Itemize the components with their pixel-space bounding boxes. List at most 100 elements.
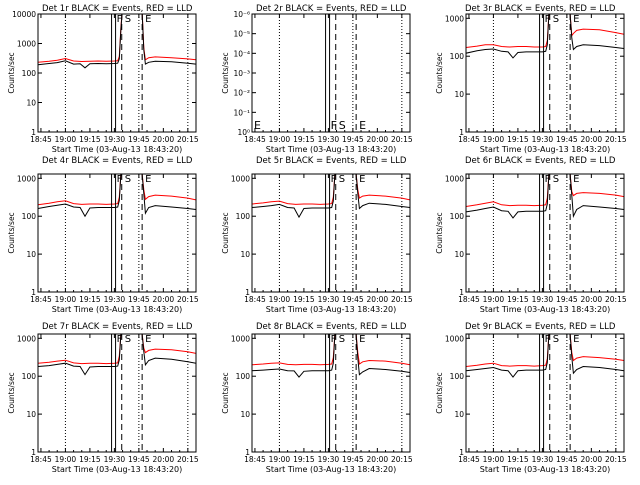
y-tick-label: 1 (459, 288, 464, 297)
x-tick-label: 18:45 (458, 455, 480, 464)
x-tick-label: 19:15 (79, 455, 101, 464)
x-tick-label: 18:45 (244, 295, 266, 304)
y-tick-label: 10 (454, 90, 464, 99)
x-tick-label: 19:15 (79, 295, 101, 304)
y-tick-label: 100 (236, 212, 251, 221)
y-tick-label: 1000 (17, 174, 36, 183)
x-tick-label: 20:15 (177, 135, 199, 144)
x-tick-label: 20:15 (605, 455, 627, 464)
y-tick-label: 1 (245, 448, 250, 457)
y-tick-label: 10⁻³ (233, 69, 250, 78)
x-tick-label: 19:30 (532, 295, 554, 304)
x-tick-label: 19:00 (55, 455, 77, 464)
events-series-line (252, 334, 410, 378)
y-tick-label: 10 (454, 410, 464, 419)
x-axis-label: Start Time (03-Aug-13 18:43:20) (480, 305, 611, 314)
marker-label: S (339, 174, 345, 185)
chart-panel-6: Det 6r BLACK = Events, RED = LLD F S E 18:45… (435, 156, 627, 314)
marker-label: E (145, 334, 151, 345)
y-tick-label: 1 (245, 288, 250, 297)
x-tick-label: 19:15 (507, 135, 529, 144)
x-tick-label: 19:45 (128, 295, 150, 304)
x-tick-label: 20:00 (367, 455, 389, 464)
y-axis-label: Counts/sec (221, 52, 230, 93)
y-axis-label: Counts/sec (435, 212, 444, 253)
x-tick-label: 19:15 (293, 295, 315, 304)
x-tick-label: 19:45 (556, 135, 578, 144)
panel-title: Det 5r BLACK = Events, RED = LLD (256, 156, 407, 166)
marker-label: F (117, 174, 123, 185)
x-tick-label: 19:45 (556, 295, 578, 304)
axes-frame (465, 13, 625, 133)
axes-frame (465, 173, 625, 293)
x-tick-label: 20:15 (177, 455, 199, 464)
y-tick-label: 1 (459, 128, 464, 137)
marker-label: E (573, 14, 579, 25)
x-tick-label: 19:30 (104, 135, 126, 144)
y-tick-label: 1000 (445, 334, 464, 343)
x-tick-label: 18:45 (458, 295, 480, 304)
x-tick-label: 19:15 (293, 135, 315, 144)
marker-label: S (339, 334, 345, 345)
x-tick-label: 19:00 (55, 135, 77, 144)
chart-panel-7: Det 7r BLACK = Events, RED = LLD F S E 18:45… (7, 322, 199, 474)
y-tick-label: 100 (236, 372, 251, 381)
panel-title: Det 6r BLACK = Events, RED = LLD (465, 156, 616, 166)
x-tick-label: 19:00 (483, 135, 505, 144)
x-tick-label: 19:45 (128, 455, 150, 464)
x-tick-label: 19:00 (269, 135, 291, 144)
panel-title: Det 9r BLACK = Events, RED = LLD (465, 322, 616, 332)
x-tick-label: 20:00 (581, 295, 603, 304)
y-tick-label: 1000 (231, 174, 250, 183)
x-tick-label: 20:00 (367, 295, 389, 304)
events-series-line (466, 174, 624, 219)
x-tick-label: 19:15 (293, 455, 315, 464)
marker-label: S (125, 14, 131, 25)
y-axis-label: Counts/sec (435, 372, 444, 413)
x-tick-label: 19:00 (483, 455, 505, 464)
x-tick-label: 18:45 (244, 455, 266, 464)
events-series-line (38, 14, 196, 69)
marker-label: F (331, 119, 337, 132)
y-tick-label: 1000 (445, 14, 464, 23)
x-tick-label: 19:45 (342, 455, 364, 464)
marker-label: F (545, 14, 551, 25)
marker-label: E (573, 174, 579, 185)
x-tick-label: 20:00 (367, 135, 389, 144)
panel-title: Det 4r BLACK = Events, RED = LLD (42, 156, 193, 166)
y-tick-label: 10⁰ (237, 128, 250, 137)
x-tick-label: 19:15 (507, 455, 529, 464)
x-tick-label: 20:00 (581, 455, 603, 464)
x-tick-label: 18:45 (30, 135, 52, 144)
x-tick-label: 19:30 (532, 135, 554, 144)
x-tick-label: 19:30 (532, 455, 554, 464)
y-tick-label: 10⁻¹ (233, 108, 250, 117)
x-tick-label: 19:15 (507, 295, 529, 304)
axes-frame (465, 333, 625, 453)
x-tick-label: 19:45 (342, 135, 364, 144)
chart-panel-4: Det 4r BLACK = Events, RED = LLD F S E 18:45… (7, 156, 199, 314)
x-tick-label: 20:00 (153, 295, 175, 304)
x-tick-label: 20:15 (605, 295, 627, 304)
axes-frame (37, 333, 197, 453)
y-axis-label: Counts/sec (435, 52, 444, 93)
x-tick-label: 19:00 (55, 295, 77, 304)
x-axis-label: Start Time (03-Aug-13 18:43:20) (480, 465, 611, 474)
x-axis-label: Start Time (03-Aug-13 18:43:20) (266, 145, 397, 154)
x-tick-label: 19:00 (269, 455, 291, 464)
x-tick-label: 20:15 (605, 135, 627, 144)
y-axis-label: Counts/sec (221, 212, 230, 253)
x-axis-label: Start Time (03-Aug-13 18:43:20) (480, 145, 611, 154)
x-tick-label: 19:15 (79, 135, 101, 144)
x-tick-label: 20:00 (581, 135, 603, 144)
y-tick-label: 10000 (12, 10, 36, 19)
axes-frame (251, 173, 411, 293)
marker-label: F (331, 174, 337, 185)
x-tick-label: 19:30 (318, 455, 340, 464)
x-tick-label: 20:15 (391, 295, 413, 304)
marker-label: E (359, 334, 365, 345)
events-series-line (252, 174, 410, 219)
axes-frame (37, 173, 197, 293)
y-axis-label: Counts/sec (7, 212, 16, 253)
